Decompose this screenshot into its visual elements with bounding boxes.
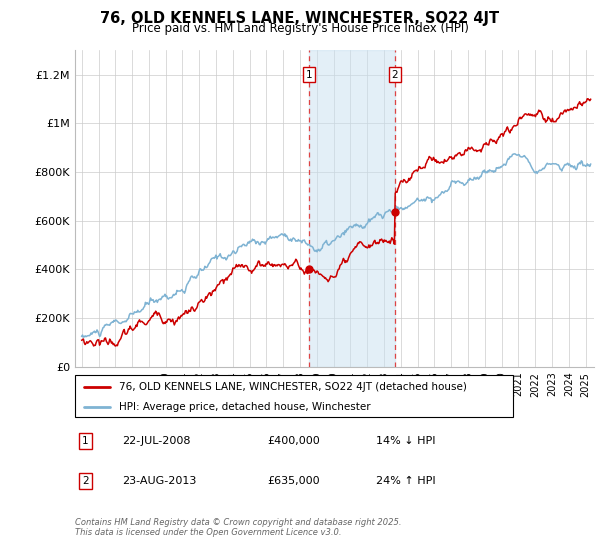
Text: 76, OLD KENNELS LANE, WINCHESTER, SO22 4JT (detached house): 76, OLD KENNELS LANE, WINCHESTER, SO22 4… <box>119 382 467 392</box>
Text: HPI: Average price, detached house, Winchester: HPI: Average price, detached house, Winc… <box>119 402 370 412</box>
Text: 22-JUL-2008: 22-JUL-2008 <box>122 436 190 446</box>
Bar <box>310 50 395 367</box>
FancyBboxPatch shape <box>75 375 513 417</box>
Text: 1: 1 <box>82 436 89 446</box>
Text: £635,000: £635,000 <box>267 476 320 486</box>
Text: 23-AUG-2013: 23-AUG-2013 <box>122 476 196 486</box>
Text: 76, OLD KENNELS LANE, WINCHESTER, SO22 4JT: 76, OLD KENNELS LANE, WINCHESTER, SO22 4… <box>100 11 500 26</box>
Text: £400,000: £400,000 <box>267 436 320 446</box>
Text: Price paid vs. HM Land Registry's House Price Index (HPI): Price paid vs. HM Land Registry's House … <box>131 22 469 35</box>
Text: Contains HM Land Registry data © Crown copyright and database right 2025.
This d: Contains HM Land Registry data © Crown c… <box>75 518 401 538</box>
Text: 2: 2 <box>391 70 398 80</box>
Text: 2: 2 <box>82 476 89 486</box>
Text: 24% ↑ HPI: 24% ↑ HPI <box>376 476 436 486</box>
Text: 1: 1 <box>306 70 313 80</box>
Text: 14% ↓ HPI: 14% ↓ HPI <box>376 436 436 446</box>
